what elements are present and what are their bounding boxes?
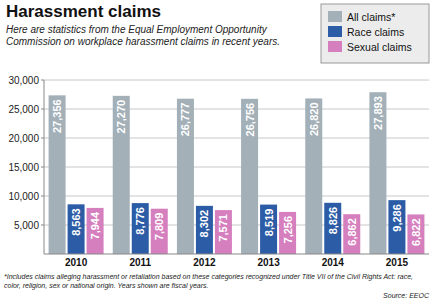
bar (388, 200, 405, 254)
data-label: 6,822 (410, 218, 422, 246)
data-label: 27,893 (372, 96, 384, 130)
data-label: 26,777 (179, 103, 191, 137)
legend-swatch (328, 41, 342, 52)
subtitle: Here are statistics from the Equal Emplo… (6, 24, 306, 48)
y-tick-label: 25,000 (8, 104, 39, 115)
bar (151, 209, 168, 254)
bar (68, 204, 85, 254)
legend-swatch (328, 11, 342, 22)
title: Harassment claims (6, 2, 161, 22)
bar (324, 203, 341, 254)
x-tick-label: 2010 (65, 257, 88, 268)
data-label: 9,286 (391, 204, 403, 232)
x-tick-label: 2013 (257, 257, 280, 268)
data-label: 26,820 (308, 102, 320, 136)
bar (407, 214, 424, 254)
data-label: 7,809 (153, 213, 165, 241)
data-label: 8,826 (327, 207, 339, 235)
bar (177, 99, 194, 254)
source: Source: EEOC (383, 292, 429, 299)
y-tick-label: 30,000 (8, 75, 39, 86)
bar (241, 99, 258, 254)
data-label: 8,776 (134, 207, 146, 235)
data-label: 7,256 (282, 216, 294, 244)
bars (49, 92, 425, 254)
legend: All claims* Race claims Sexual claims (321, 4, 429, 63)
y-axis-line (44, 80, 45, 254)
bar (369, 92, 386, 254)
data-label: 7,944 (89, 211, 101, 239)
data-label: 6,862 (346, 218, 358, 246)
y-tick-label: 10,000 (8, 191, 39, 202)
data-label: 8,302 (198, 210, 210, 238)
y-tick-label: 15,000 (8, 162, 39, 173)
x-tick-label: 2015 (386, 257, 409, 268)
bar (196, 206, 213, 254)
bar (279, 212, 296, 254)
data-label: 27,356 (51, 99, 63, 133)
legend-label: All claims* (347, 11, 395, 23)
bar (87, 208, 104, 254)
bar (343, 214, 360, 254)
data-label: 26,756 (244, 103, 256, 137)
y-tick-label: 5,000 (14, 220, 39, 231)
bar (113, 96, 130, 254)
y-tick-label: 20,000 (8, 133, 39, 144)
data-label: 7,571 (217, 214, 229, 242)
data-label: 8,519 (263, 209, 275, 237)
bar (215, 210, 232, 254)
data-labels: 27,356 8,563 7,944 27,270 8,776 7,809 26,777 8,… (51, 96, 422, 246)
legend-swatch (328, 26, 342, 37)
bar (305, 98, 322, 254)
x-tick-label: 2012 (193, 257, 216, 268)
x-tick-label: 2011 (129, 257, 151, 268)
legend-label: Sexual claims (347, 41, 412, 53)
x-tick-label: 2014 (322, 257, 345, 268)
x-axis-line (44, 254, 429, 255)
footnote: *Includes claims alleging harassment or … (4, 272, 429, 290)
bar (260, 205, 277, 254)
bar (49, 95, 66, 254)
legend-box (321, 4, 429, 63)
grid-line (44, 80, 429, 81)
data-label: 8,563 (70, 208, 82, 236)
legend-label: Race claims (347, 26, 404, 38)
chart: 5,000 10,000 15,000 20,000 25,000 30,000 2010 2… (0, 0, 433, 304)
bar (132, 203, 149, 254)
data-label: 27,270 (115, 100, 127, 134)
